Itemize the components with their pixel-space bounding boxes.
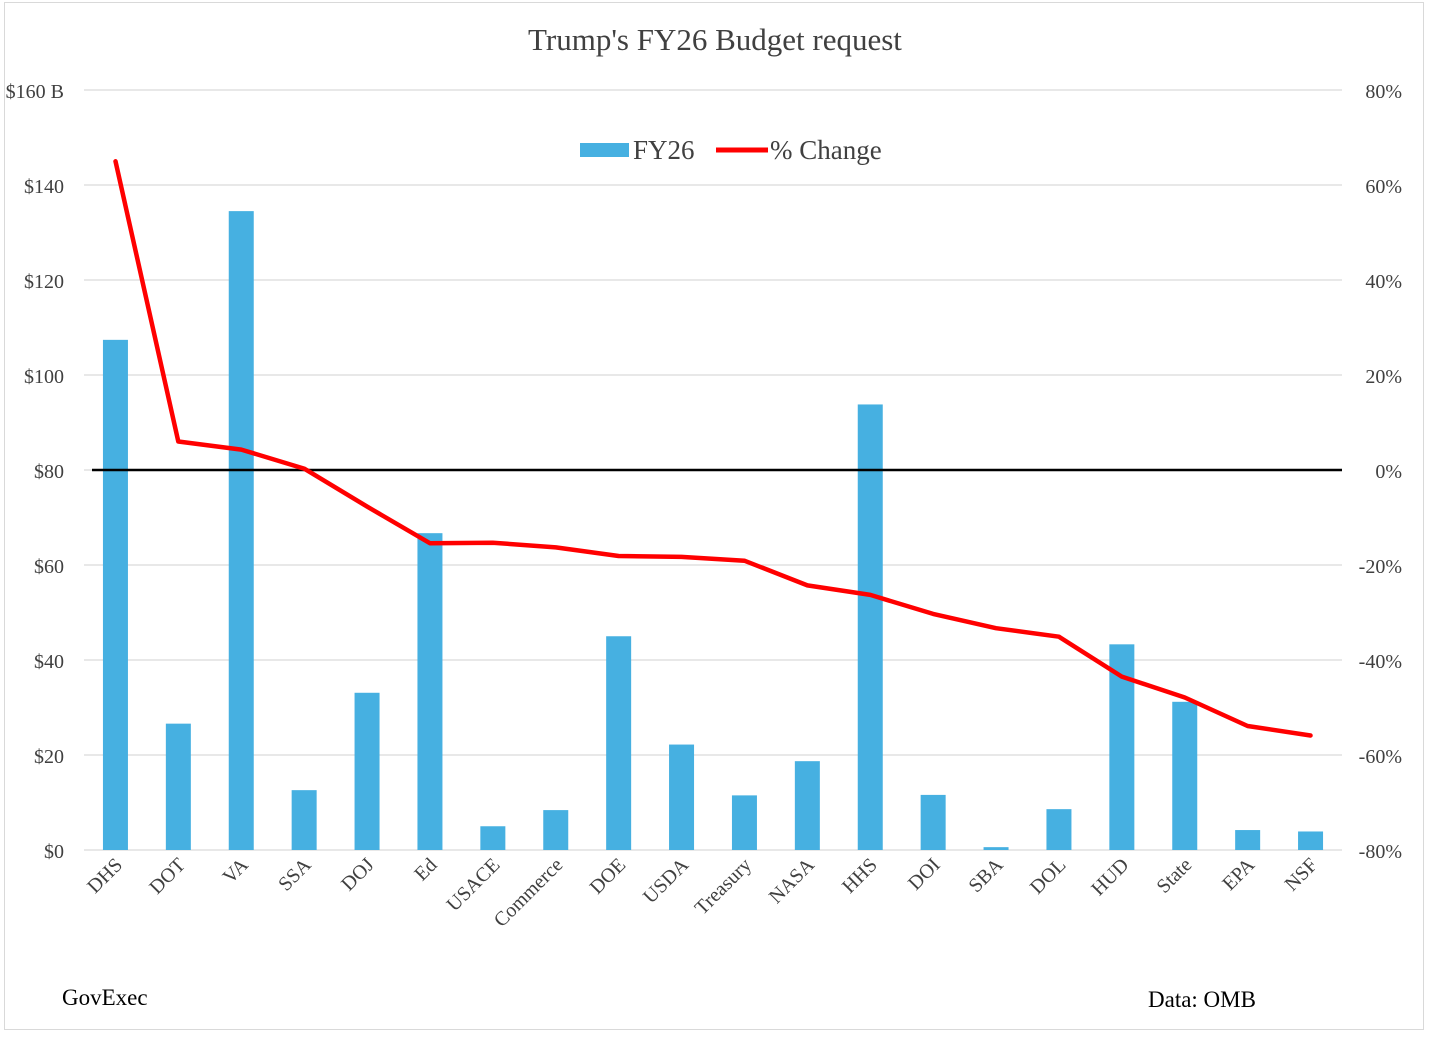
x-tick-label: HHS: [838, 854, 882, 898]
footer-source-right: Data: OMB: [1148, 987, 1256, 1012]
bar-doi: [920, 794, 946, 850]
left-axis-tick-label: $20: [34, 746, 64, 768]
x-tick-label: NASA: [765, 854, 819, 908]
bar-hhs: [857, 404, 883, 850]
x-tick-label: EPA: [1218, 854, 1259, 895]
left-axis-tick-label: $120: [24, 271, 64, 293]
left-axis-tick-label: $60: [34, 556, 64, 578]
right-axis-tick-label: -20%: [1359, 556, 1402, 578]
bar-state: [1172, 701, 1198, 850]
left-axis-tick-label: $140: [24, 176, 64, 198]
right-axis-tick-label: 40%: [1365, 271, 1402, 293]
line-percent-change: [113, 159, 1313, 738]
bar-nasa: [794, 761, 820, 850]
left-axis-tick-label: $100: [24, 366, 64, 388]
x-tick-label: SSA: [274, 854, 316, 896]
x-tick-label: HUD: [1087, 854, 1133, 900]
right-axis-tick-label: 80%: [1365, 81, 1402, 103]
left-axis: $0 $20 $40 $60 $80 $100 $120 $140 $160 B: [6, 81, 64, 863]
bar-dot: [165, 723, 191, 850]
right-axis-tick-label: -60%: [1359, 746, 1402, 768]
chart-title: Trump's FY26 Budget request: [528, 22, 902, 57]
x-tick-label: NSF: [1281, 854, 1323, 896]
line-series: [113, 159, 1313, 738]
x-tick-label: DHS: [83, 854, 127, 898]
legend: FY26 % Change: [580, 135, 882, 165]
legend-swatch-bar: [580, 143, 629, 157]
x-tick-label: DOE: [586, 854, 631, 899]
legend-label-change: % Change: [770, 135, 882, 165]
bar-treasury: [731, 795, 757, 850]
left-axis-tick-label: $0: [44, 841, 64, 863]
bar-ed: [417, 533, 443, 850]
right-axis-tick-label: 60%: [1365, 176, 1402, 198]
x-tick-label: DOT: [145, 854, 190, 899]
right-axis-tick-label: 20%: [1365, 366, 1402, 388]
x-tick-label: DOL: [1026, 854, 1071, 899]
bar-series: [102, 211, 1324, 850]
bar-doe: [606, 636, 632, 850]
bar-ssa: [291, 790, 317, 850]
bar-epa: [1235, 830, 1261, 850]
bar-dol: [1046, 809, 1072, 850]
bar-commerce: [543, 810, 569, 850]
bar-nsf: [1298, 831, 1324, 850]
right-axis-tick-label: 0%: [1375, 461, 1402, 483]
x-tick-label: USDA: [639, 854, 693, 908]
left-axis-tick-label: $80: [34, 461, 64, 483]
x-tick-label: VA: [219, 854, 254, 889]
x-tick-label: Ed: [410, 854, 441, 885]
right-axis: -80% -60% -40% -20% 0% 20% 40% 60% 80%: [1359, 81, 1402, 863]
legend-label-fy26: FY26: [633, 135, 695, 165]
right-axis-tick-label: -40%: [1359, 651, 1402, 673]
left-axis-tick-label: $40: [34, 651, 64, 673]
bar-usace: [480, 826, 506, 850]
bar-va: [228, 211, 254, 850]
x-tick-label: DOI: [904, 854, 945, 895]
x-tick-label: Treasury: [691, 854, 756, 919]
bar-dhs: [102, 339, 128, 850]
x-tick-label: State: [1152, 854, 1196, 898]
x-tick-label: Commerce: [490, 854, 568, 932]
x-tick-label: USACE: [442, 854, 504, 916]
right-axis-tick-label: -80%: [1359, 841, 1402, 863]
bar-usda: [669, 744, 695, 850]
bar-sba: [983, 847, 1009, 850]
x-tick-label: SBA: [965, 854, 1008, 897]
left-axis-tick-label: $160 B: [6, 81, 64, 103]
bar-doj: [354, 692, 380, 850]
footer-source-left: GovExec: [62, 985, 148, 1010]
x-tick-label: DOJ: [337, 854, 379, 896]
